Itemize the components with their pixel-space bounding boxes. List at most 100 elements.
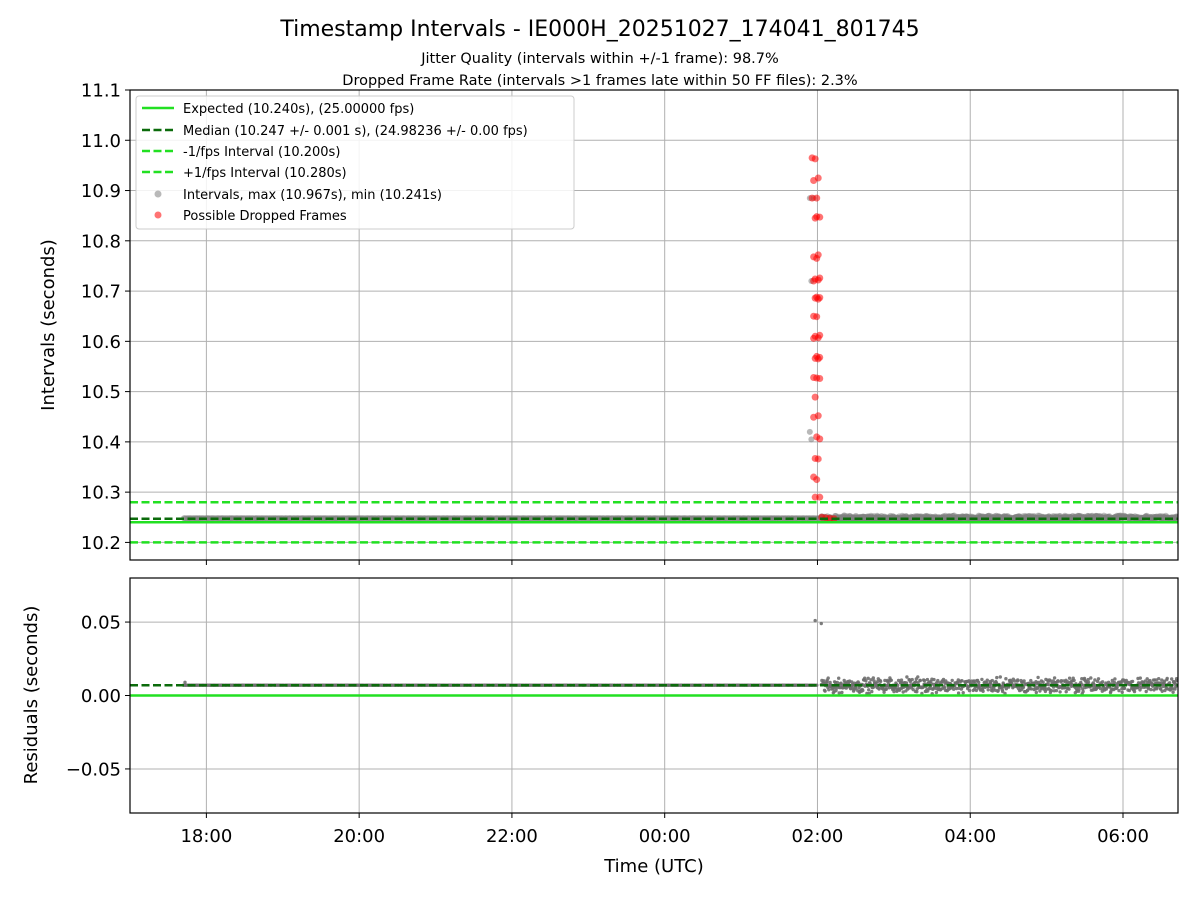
residual-point (1157, 677, 1161, 681)
residual-point (861, 688, 865, 693)
y-tick-label: 10.5 (81, 382, 121, 403)
residual-point (1052, 676, 1057, 680)
x-tick-label: 02:00 (792, 826, 844, 847)
residual-point (1117, 688, 1121, 693)
dropped-frame-point (810, 334, 818, 342)
residual-point (864, 679, 868, 683)
plot-frame (129, 577, 1179, 814)
residuals-data (130, 618, 1178, 697)
residual-point (892, 689, 896, 694)
residual-point (910, 677, 914, 682)
y-tick-label: 10.9 (81, 181, 121, 202)
residual-point (904, 681, 909, 685)
residual-point (960, 679, 964, 683)
dropped-frame-point (813, 313, 821, 321)
residuals-plot: −0.05 0.00 0.05 18:00 20:00 22:00 00:00 02:00 04… (66, 577, 1179, 847)
residual-point (1049, 689, 1054, 693)
plot-frame (129, 89, 1179, 561)
residual-point (1058, 690, 1062, 694)
residual-point (942, 686, 947, 690)
residual-point (877, 687, 881, 691)
legend-label-expected: Expected (10.240s), (25.00000 fps) (183, 102, 414, 117)
residual-point (956, 691, 961, 695)
dropped-frame-point (811, 214, 819, 222)
residual-point (1167, 681, 1172, 685)
legend-box (135, 95, 575, 230)
dropped-frame-point (814, 355, 822, 363)
y-tick-label: 11.0 (81, 131, 121, 152)
residual-point (1095, 679, 1100, 684)
y-tick-label: 10.7 (81, 282, 121, 303)
x-tick-label: 06:00 (1097, 826, 1149, 847)
residual-point (1081, 689, 1085, 694)
residual-point (1112, 680, 1117, 685)
residual-point (1138, 676, 1143, 680)
residual-point (867, 688, 871, 692)
residual-point (954, 686, 959, 691)
residual-point (837, 691, 841, 695)
residual-point (1001, 689, 1005, 694)
residual-point (1086, 680, 1091, 684)
residual-outlier (183, 680, 187, 684)
intervals-plot: 10.2 10.3 10.4 10.5 10.6 10.7 10.8 10.9 11.0 11.1 (81, 81, 1179, 565)
residual-outlier (819, 621, 823, 626)
legend-label-plus-fps: +1/fps Interval (10.280s) (183, 166, 347, 181)
x-tick-label: 18:00 (180, 826, 232, 847)
residual-point (1165, 676, 1169, 681)
legend-label-dropped: Possible Dropped Frames (183, 209, 347, 224)
residual-point (952, 687, 956, 691)
residual-point (839, 681, 843, 685)
residual-point (990, 678, 994, 683)
residual-point (966, 684, 971, 689)
residual-point (882, 690, 886, 694)
residual-point (1145, 677, 1149, 681)
residual-point (1029, 678, 1033, 683)
legend-label-intervals: Intervals, max (10.967s), min (10.241s) (183, 188, 442, 203)
residual-point (1067, 676, 1072, 680)
residual-point (1143, 679, 1148, 683)
y-tick-label: 10.4 (81, 432, 121, 453)
y-tick-label: 10.8 (81, 231, 121, 252)
residual-point (871, 676, 875, 680)
residual-point (1029, 687, 1034, 691)
dropped-frame-point (811, 493, 819, 501)
residual-point (1098, 686, 1103, 691)
residual-point (1067, 687, 1071, 691)
y-tick-label: 0.05 (81, 613, 121, 634)
dropped-frame-point (813, 254, 821, 262)
interval-outlier (808, 436, 815, 443)
y-tick-label: 10.6 (81, 332, 121, 353)
y-tick-label: −0.05 (66, 759, 121, 780)
dropped-frame-point (813, 476, 821, 484)
residual-point (907, 686, 911, 690)
residual-point (996, 688, 1000, 693)
residual-point (916, 681, 920, 685)
residual-point (1086, 677, 1090, 682)
residual-point (1093, 678, 1097, 682)
residual-point (901, 690, 905, 694)
residual-point (869, 678, 873, 682)
legend-swatch-intervals (154, 190, 162, 198)
residual-point (893, 686, 898, 690)
residual-point (1004, 687, 1008, 691)
residual-point (834, 688, 838, 693)
residual-point (974, 688, 979, 693)
legend-label-minus-fps: -1/fps Interval (10.200s) (183, 145, 340, 160)
x-tick-label: 20:00 (333, 826, 385, 847)
residual-point (1010, 680, 1014, 684)
residual-point (827, 688, 831, 692)
dropped-frame-point (810, 413, 818, 421)
residual-point (981, 689, 985, 693)
residual-point (1041, 680, 1045, 684)
top-ylabel: Intervals (seconds) (38, 239, 59, 411)
residual-point (980, 677, 984, 682)
residual-point (884, 687, 888, 691)
intervals-data (130, 154, 1178, 544)
dropped-frame-point (810, 176, 818, 184)
residual-point (1110, 678, 1115, 683)
dropped-frame-point (811, 155, 819, 163)
dropped-frame-point (811, 393, 819, 401)
y-tick-label: 11.1 (81, 81, 121, 102)
